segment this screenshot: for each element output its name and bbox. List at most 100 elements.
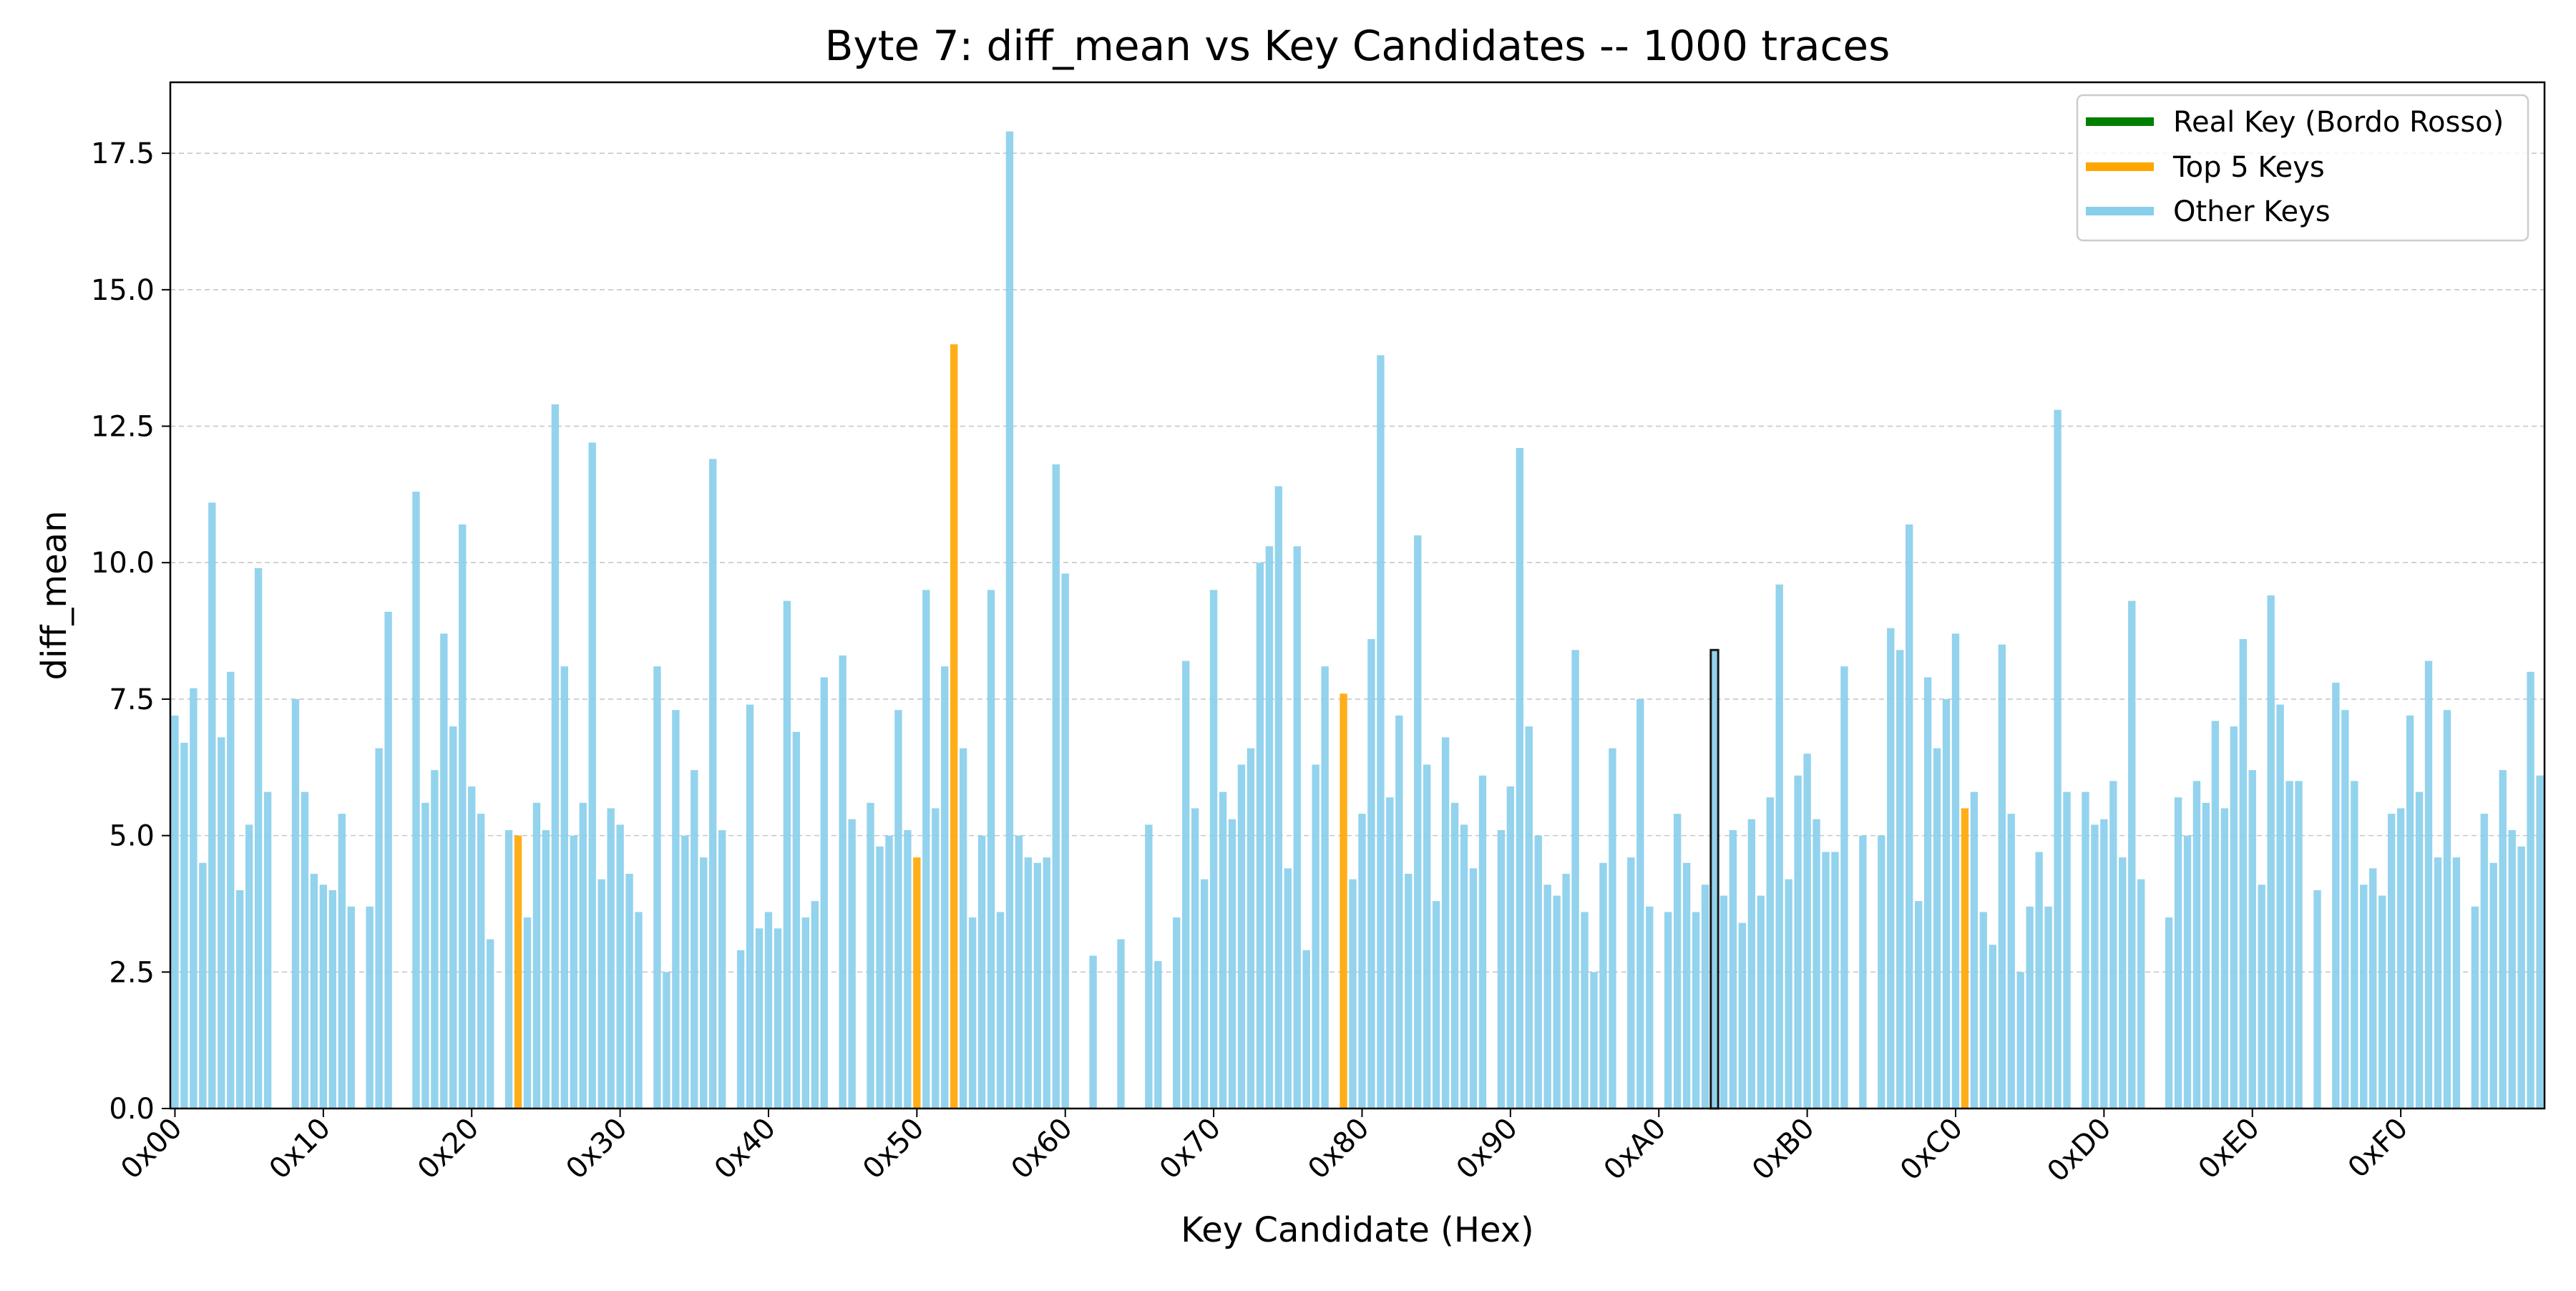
bar bbox=[319, 885, 328, 1109]
bar bbox=[2452, 857, 2461, 1109]
bar bbox=[2248, 770, 2256, 1109]
bar bbox=[968, 917, 977, 1109]
bar bbox=[1785, 879, 1792, 1109]
bar bbox=[1719, 895, 1728, 1109]
y-tick-label: 7.5 bbox=[109, 683, 155, 716]
bar-real-key bbox=[1709, 648, 1719, 1110]
bar bbox=[1896, 650, 1904, 1109]
bar bbox=[1942, 698, 1951, 1109]
bar bbox=[2035, 852, 2043, 1109]
bar bbox=[1516, 448, 1524, 1109]
bar bbox=[1599, 862, 1607, 1109]
bar bbox=[1682, 862, 1691, 1109]
bar bbox=[839, 655, 847, 1109]
y-tick-label: 15.0 bbox=[91, 274, 155, 307]
bar bbox=[1803, 754, 1811, 1109]
bar bbox=[2211, 721, 2220, 1109]
bar bbox=[1553, 895, 1561, 1109]
bar bbox=[691, 770, 698, 1109]
bar bbox=[681, 835, 689, 1109]
legend-label-top-keys: Top 5 Keys bbox=[2172, 151, 2325, 184]
bar bbox=[1219, 791, 1227, 1109]
bar bbox=[570, 835, 577, 1109]
bar bbox=[1673, 814, 1682, 1109]
bar bbox=[1209, 590, 1218, 1109]
bar bbox=[1386, 797, 1394, 1109]
bar bbox=[366, 906, 374, 1109]
bar bbox=[1590, 972, 1598, 1109]
bar bbox=[1274, 486, 1283, 1109]
bar-top-key bbox=[514, 835, 522, 1109]
bar bbox=[1061, 573, 1069, 1109]
bar bbox=[579, 802, 587, 1109]
bar bbox=[718, 829, 726, 1109]
y-tick-label: 0.0 bbox=[109, 1093, 155, 1126]
bar bbox=[2192, 781, 2201, 1109]
bar bbox=[653, 666, 661, 1109]
bar bbox=[1460, 824, 1468, 1109]
bar bbox=[764, 912, 773, 1109]
bar bbox=[1469, 868, 1478, 1109]
bar bbox=[1506, 786, 1515, 1109]
bar bbox=[1775, 584, 1783, 1109]
bar bbox=[746, 704, 754, 1109]
plot-frame bbox=[169, 81, 2546, 1110]
bar bbox=[468, 786, 476, 1109]
bar bbox=[2387, 814, 2396, 1109]
bar bbox=[597, 879, 605, 1109]
bar bbox=[504, 829, 513, 1109]
bar bbox=[672, 710, 680, 1109]
chart-title: Byte 7: diff_mean vs Key Candidates -- 1… bbox=[825, 21, 1890, 70]
bar bbox=[801, 917, 810, 1109]
bar bbox=[1562, 874, 1570, 1109]
bar bbox=[959, 748, 967, 1109]
bar bbox=[1951, 633, 1960, 1109]
bar bbox=[2026, 906, 2034, 1109]
bar bbox=[941, 666, 949, 1109]
bar bbox=[848, 819, 856, 1109]
bar bbox=[607, 808, 615, 1109]
bar bbox=[1117, 939, 1125, 1109]
legend-label-other-keys: Other Keys bbox=[2173, 195, 2331, 228]
bar bbox=[2295, 781, 2303, 1109]
bar bbox=[1154, 961, 1162, 1109]
bar bbox=[2313, 890, 2321, 1109]
bar bbox=[2174, 797, 2182, 1109]
bar bbox=[560, 666, 569, 1109]
bar bbox=[2239, 639, 2247, 1109]
bar bbox=[542, 829, 550, 1109]
bar bbox=[700, 857, 708, 1109]
bar bbox=[2258, 885, 2265, 1109]
bar bbox=[2276, 704, 2284, 1109]
bar bbox=[977, 835, 986, 1109]
bar bbox=[338, 814, 346, 1109]
bar bbox=[2351, 781, 2358, 1109]
bar bbox=[616, 824, 624, 1109]
bar bbox=[885, 835, 893, 1109]
bar bbox=[171, 715, 179, 1109]
bar bbox=[2517, 846, 2525, 1109]
bar bbox=[532, 802, 541, 1109]
bar bbox=[227, 671, 235, 1109]
y-tick-label: 10.0 bbox=[91, 547, 155, 580]
bar bbox=[190, 688, 197, 1109]
bar bbox=[1182, 661, 1190, 1109]
bar bbox=[1293, 546, 1301, 1109]
bar bbox=[1543, 885, 1551, 1109]
bar bbox=[180, 742, 188, 1109]
bar bbox=[1887, 628, 1895, 1109]
bar bbox=[1794, 775, 1802, 1109]
bar bbox=[1432, 901, 1440, 1109]
bar bbox=[1701, 885, 1709, 1109]
bar bbox=[1377, 355, 1385, 1109]
bar bbox=[1228, 819, 1236, 1109]
bar bbox=[1441, 737, 1450, 1109]
bar bbox=[2183, 835, 2192, 1109]
bar bbox=[1914, 901, 1923, 1109]
bar bbox=[1052, 464, 1060, 1109]
bar bbox=[2406, 715, 2414, 1109]
bar bbox=[1237, 764, 1246, 1109]
bar bbox=[1581, 912, 1589, 1109]
bar bbox=[904, 829, 912, 1109]
